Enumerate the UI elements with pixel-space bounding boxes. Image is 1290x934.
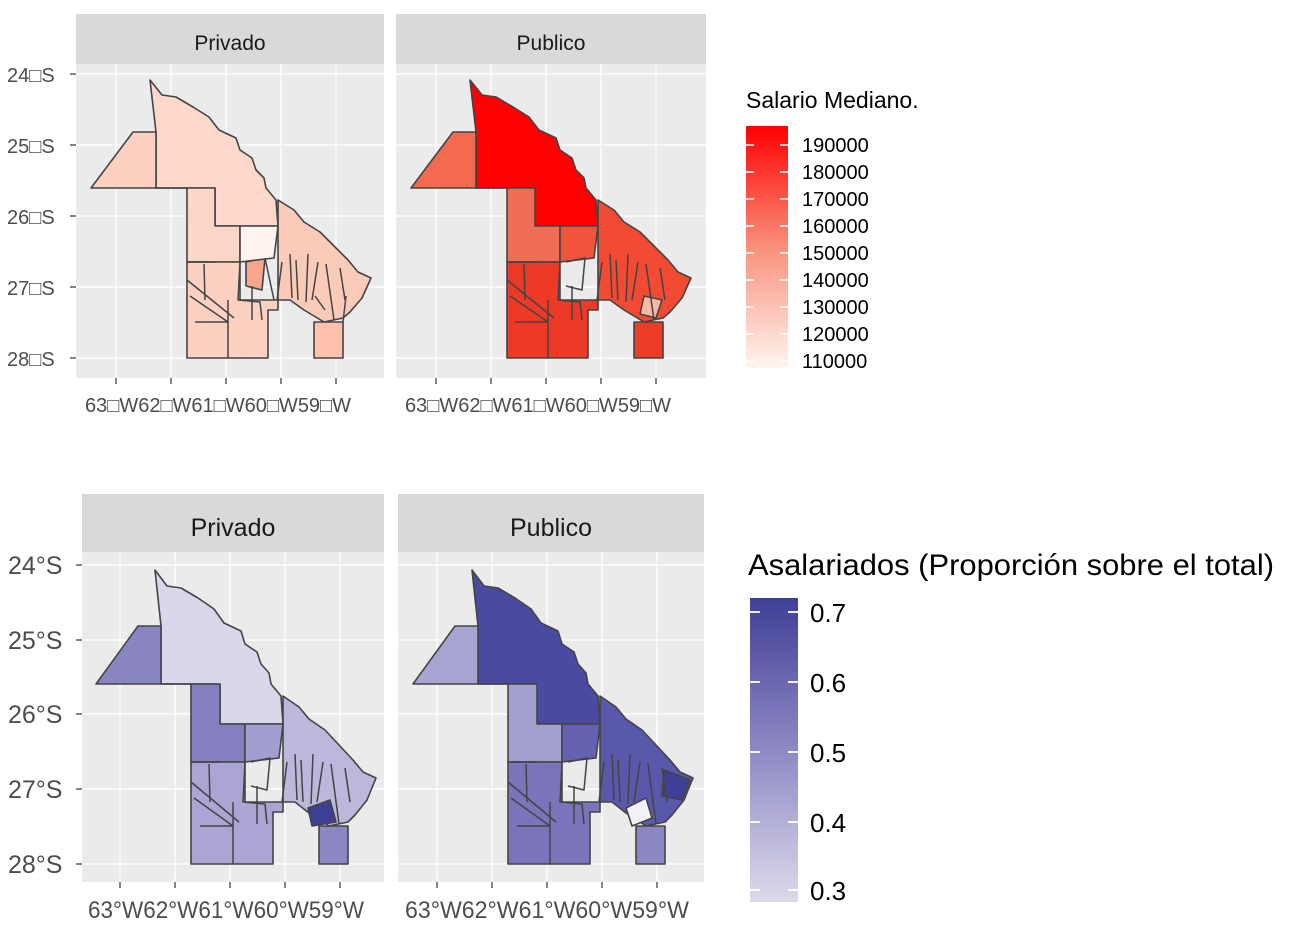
legend-label: 0.7 bbox=[810, 598, 846, 628]
y-tick-label: 25°S bbox=[8, 627, 62, 655]
x-axis-salario: 63□W62□W61□W60□W59□W 63□W62□W61□W60□W59□… bbox=[85, 378, 671, 417]
x-axis-asalariados: 63°W62°W61°W60°W59°W 63°W62°W61°W60°W59°… bbox=[88, 882, 689, 924]
choropleth-map-privado-salario bbox=[90, 79, 372, 359]
y-tick-label: 27□S bbox=[7, 278, 55, 300]
legend-label: 180000 bbox=[802, 162, 869, 184]
y-tick-label: 25□S bbox=[7, 136, 55, 158]
region-east bbox=[597, 199, 692, 323]
y-tick-label: 24□S bbox=[7, 65, 55, 87]
legend-label: 140000 bbox=[802, 270, 869, 292]
strip-publico-salario bbox=[396, 14, 706, 64]
legend-label: 160000 bbox=[802, 216, 869, 238]
region-dark-east bbox=[661, 769, 691, 801]
strip-privado-asalariados bbox=[82, 494, 384, 552]
x-tick-labels-privado: 63□W62□W61□W60□W59□W bbox=[85, 395, 351, 417]
region-southeast bbox=[633, 321, 664, 359]
region-west bbox=[90, 131, 157, 189]
region-southeast bbox=[318, 825, 349, 865]
facet-privado-asalariados: Privado bbox=[82, 494, 384, 882]
y-tick-label: 28□S bbox=[7, 349, 55, 371]
choropleth-map-publico-asalariados bbox=[412, 569, 694, 865]
region-center bbox=[559, 225, 599, 263]
strip-publico-asalariados bbox=[398, 494, 704, 552]
choropleth-map-publico-salario bbox=[410, 79, 692, 359]
legend-label: 130000 bbox=[802, 297, 869, 319]
legend-colorbar bbox=[746, 126, 788, 368]
legend-label: 110000 bbox=[802, 351, 867, 373]
choropleth-map-privado-asalariados bbox=[95, 569, 377, 865]
strip-label: Publico bbox=[517, 32, 586, 55]
strip-label: Privado bbox=[191, 514, 276, 542]
legend-label: 150000 bbox=[802, 243, 869, 265]
legend-label: 0.6 bbox=[810, 668, 846, 698]
x-tick-labels-publico: 63°W62°W61°W60°W59°W bbox=[405, 897, 689, 924]
inner-borders bbox=[190, 753, 351, 864]
inner-borders bbox=[506, 253, 666, 358]
y-tick-label: 26°S bbox=[8, 701, 62, 729]
legend-title: Salario Mediano. bbox=[746, 87, 919, 113]
legend-title: Asalariados (Proporción sobre el total) bbox=[748, 549, 1274, 582]
region-center-highlight bbox=[245, 257, 266, 291]
inner-borders bbox=[186, 253, 347, 358]
y-tick-label: 28°S bbox=[8, 851, 62, 879]
region-center bbox=[244, 723, 284, 763]
y-axis-salario: 24□S 25□S 26□S 27□S 28□S bbox=[7, 65, 76, 371]
legend-label: 170000 bbox=[802, 189, 869, 211]
y-tick-label: 27°S bbox=[8, 776, 62, 804]
region-center bbox=[561, 723, 601, 763]
facet-privado-salario: Privado bbox=[76, 14, 384, 378]
inner-borders bbox=[507, 753, 668, 864]
x-tick-labels-publico: 63□W62□W61□W60□W59□W bbox=[405, 395, 671, 417]
legend-asalariados: Asalariados (Proporción sobre el total) … bbox=[748, 549, 1274, 906]
facet-publico-asalariados: Publico bbox=[398, 494, 704, 882]
strip-label: Publico bbox=[510, 514, 592, 542]
legend-label: 0.5 bbox=[810, 738, 846, 768]
region-east bbox=[282, 695, 377, 827]
region-southeast bbox=[313, 321, 344, 359]
facet-publico-salario: Publico bbox=[396, 14, 706, 378]
strip-label: Privado bbox=[194, 32, 265, 55]
y-tick-label: 24°S bbox=[8, 552, 62, 580]
salario-figure: Privado bbox=[7, 14, 919, 417]
region-dark bbox=[307, 799, 337, 827]
region-west bbox=[95, 625, 162, 685]
legend-label: 0.4 bbox=[810, 808, 846, 838]
region-west bbox=[410, 131, 477, 189]
region-southeast bbox=[635, 825, 666, 865]
y-axis-asalariados: 24°S 25°S 26°S 27°S 28°S bbox=[8, 552, 82, 879]
x-tick-labels-privado: 63°W62°W61°W60°W59°W bbox=[88, 897, 364, 924]
legend-colorbar bbox=[750, 598, 798, 902]
region-east bbox=[277, 199, 372, 323]
asalariados-figure: Privado bbox=[8, 494, 1274, 924]
legend-label: 190000 bbox=[802, 135, 869, 157]
region-pale bbox=[639, 295, 663, 319]
legend-salario: Salario Mediano. 190000 180000 170000 16… bbox=[746, 87, 919, 373]
strip-privado-salario bbox=[76, 14, 384, 64]
legend-label: 0.3 bbox=[810, 876, 846, 906]
region-center-light bbox=[239, 225, 279, 263]
legend-label: 120000 bbox=[802, 324, 869, 346]
region-pale bbox=[625, 797, 653, 827]
y-tick-label: 26□S bbox=[7, 207, 55, 229]
region-west bbox=[412, 625, 479, 685]
